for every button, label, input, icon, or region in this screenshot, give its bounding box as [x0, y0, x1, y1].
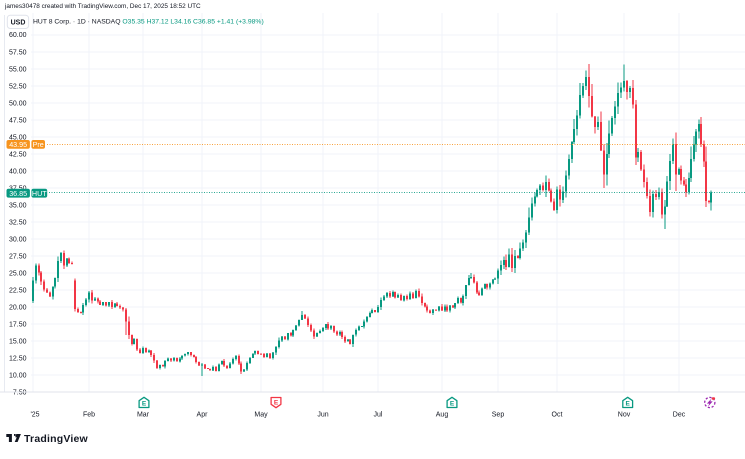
svg-text:HUT: HUT: [32, 189, 47, 198]
svg-text:47.50: 47.50: [9, 117, 27, 124]
svg-text:james30478 created with Tradin: james30478 created with TradingView.com,…: [4, 3, 201, 10]
svg-text:35.00: 35.00: [9, 202, 27, 209]
svg-text:May: May: [254, 412, 268, 419]
svg-text:HUT 8 Corp. · 1D · NASDAQ O35.: HUT 8 Corp. · 1D · NASDAQ O35.35 H37.12 …: [33, 19, 264, 26]
svg-text:43.95: 43.95: [9, 140, 27, 149]
svg-text:50.00: 50.00: [9, 100, 27, 107]
svg-text:Pre: Pre: [33, 140, 44, 149]
svg-text:TradingView: TradingView: [24, 433, 88, 445]
svg-text:42.50: 42.50: [9, 151, 27, 158]
svg-text:17.50: 17.50: [9, 322, 27, 329]
svg-text:12.50: 12.50: [9, 356, 27, 363]
svg-text:Apr: Apr: [197, 412, 209, 419]
svg-text:USD: USD: [11, 20, 26, 27]
svg-text:55.00: 55.00: [9, 66, 27, 73]
svg-text:7.50: 7.50: [13, 390, 27, 397]
svg-text:E: E: [274, 399, 279, 406]
svg-text:'25: '25: [30, 412, 39, 419]
svg-text:57.50: 57.50: [9, 49, 27, 56]
svg-text:E: E: [450, 401, 455, 408]
svg-text:52.50: 52.50: [9, 83, 27, 90]
svg-text:E: E: [626, 401, 631, 408]
svg-text:22.50: 22.50: [9, 287, 27, 294]
svg-text:30.00: 30.00: [9, 236, 27, 243]
svg-text:10.00: 10.00: [9, 373, 27, 380]
svg-text:Mar: Mar: [137, 412, 150, 419]
svg-text:45.00: 45.00: [9, 134, 27, 141]
svg-text:Sep: Sep: [492, 412, 505, 419]
svg-text:40.00: 40.00: [9, 168, 27, 175]
svg-text:32.50: 32.50: [9, 219, 27, 226]
svg-text:Aug: Aug: [436, 412, 449, 419]
svg-text:Jun: Jun: [317, 412, 328, 419]
svg-text:36.85: 36.85: [9, 189, 27, 198]
svg-text:Dec: Dec: [673, 412, 686, 419]
svg-text:Oct: Oct: [552, 412, 563, 419]
svg-text:20.00: 20.00: [9, 304, 27, 311]
svg-text:27.50: 27.50: [9, 253, 27, 260]
svg-text:Feb: Feb: [83, 412, 95, 419]
svg-text:60.00: 60.00: [9, 32, 27, 39]
svg-text:25.00: 25.00: [9, 270, 27, 277]
svg-text:Jul: Jul: [374, 412, 383, 419]
svg-text:Nov: Nov: [618, 412, 631, 419]
svg-text:15.00: 15.00: [9, 339, 27, 346]
svg-text:E: E: [142, 401, 147, 408]
